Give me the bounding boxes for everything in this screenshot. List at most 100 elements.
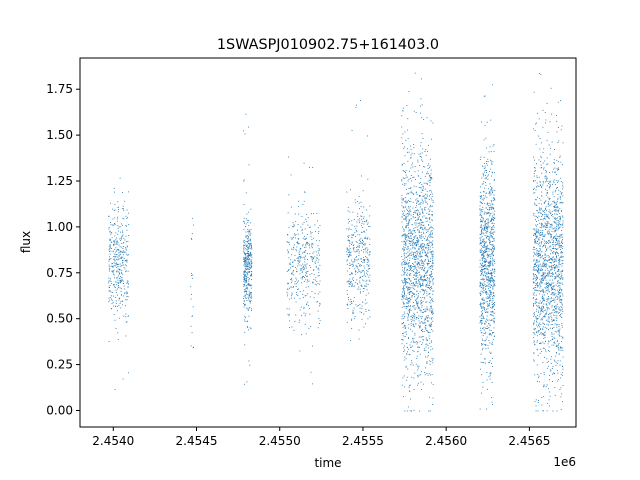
data-point — [117, 224, 119, 226]
data-point — [243, 296, 245, 297]
data-point — [533, 175, 535, 177]
data-point — [429, 234, 431, 235]
data-point — [480, 293, 481, 295]
data-point — [492, 288, 494, 290]
data-point — [488, 212, 490, 214]
data-point — [480, 250, 482, 251]
data-point — [365, 275, 367, 277]
data-point — [484, 263, 486, 265]
data-point — [305, 272, 307, 274]
data-point — [421, 247, 423, 249]
data-point — [545, 351, 547, 353]
data-point — [426, 197, 428, 199]
data-point — [545, 229, 547, 230]
data-point — [247, 284, 249, 286]
data-point — [552, 265, 554, 267]
data-point — [557, 372, 559, 374]
data-point — [557, 248, 559, 250]
data-point — [356, 104, 357, 106]
data-point — [538, 375, 540, 377]
data-point — [487, 222, 489, 224]
data-point — [559, 157, 561, 158]
data-point — [429, 194, 431, 195]
data-point — [401, 115, 403, 117]
data-point — [426, 239, 428, 241]
data-point — [485, 328, 487, 329]
data-point — [428, 285, 430, 286]
data-point — [484, 226, 486, 228]
data-point — [423, 246, 424, 248]
data-point — [410, 319, 412, 321]
data-point — [415, 279, 417, 280]
data-point — [109, 285, 111, 286]
data-point — [108, 249, 110, 251]
data-point — [542, 210, 544, 212]
data-point — [313, 213, 314, 215]
data-point — [540, 324, 542, 325]
data-point — [486, 325, 488, 327]
data-point — [244, 261, 245, 263]
data-point — [533, 297, 534, 298]
data-point — [540, 167, 542, 169]
data-point — [546, 298, 548, 300]
data-point — [554, 323, 556, 325]
data-point — [428, 286, 429, 288]
data-point — [410, 232, 412, 233]
data-point — [359, 239, 361, 241]
data-point — [125, 260, 127, 262]
data-point — [248, 239, 249, 241]
data-point — [494, 261, 495, 262]
data-point — [540, 219, 542, 220]
data-point — [558, 140, 560, 142]
data-point — [482, 349, 483, 351]
data-point — [429, 282, 431, 284]
data-point — [483, 156, 485, 158]
data-point — [355, 257, 357, 259]
data-point — [244, 275, 246, 277]
data-point — [541, 225, 543, 226]
data-point — [549, 391, 551, 393]
data-point — [364, 236, 366, 238]
data-point — [488, 333, 490, 335]
data-point — [309, 307, 310, 309]
data-point — [365, 323, 366, 325]
data-point — [422, 288, 424, 290]
data-point — [243, 260, 245, 262]
data-point — [554, 252, 556, 254]
data-point — [297, 258, 299, 260]
data-point — [423, 265, 424, 267]
data-point — [407, 269, 409, 270]
data-point — [288, 315, 290, 317]
data-point — [247, 261, 249, 263]
data-point — [403, 252, 405, 254]
data-point — [429, 241, 430, 243]
data-point — [532, 273, 534, 275]
data-point — [117, 201, 119, 203]
data-point — [422, 328, 424, 330]
data-point — [410, 269, 411, 271]
data-point — [556, 159, 558, 161]
data-point — [126, 229, 128, 231]
data-point — [552, 193, 554, 195]
data-point — [486, 202, 488, 204]
data-point — [124, 251, 126, 253]
data-point — [408, 240, 410, 242]
data-point — [543, 298, 545, 300]
data-point — [484, 195, 486, 197]
data-point — [480, 226, 482, 228]
data-point — [489, 290, 491, 292]
data-point — [404, 131, 406, 133]
data-point — [346, 321, 348, 323]
data-point — [410, 232, 412, 234]
data-point — [490, 273, 492, 274]
data-point — [488, 263, 490, 265]
data-point — [317, 261, 319, 263]
data-point — [541, 275, 543, 276]
data-point — [366, 264, 368, 265]
data-point — [552, 320, 554, 322]
data-point — [409, 410, 411, 412]
data-point — [540, 348, 542, 350]
data-point — [536, 225, 537, 227]
data-point — [414, 261, 416, 263]
data-point — [541, 203, 542, 205]
